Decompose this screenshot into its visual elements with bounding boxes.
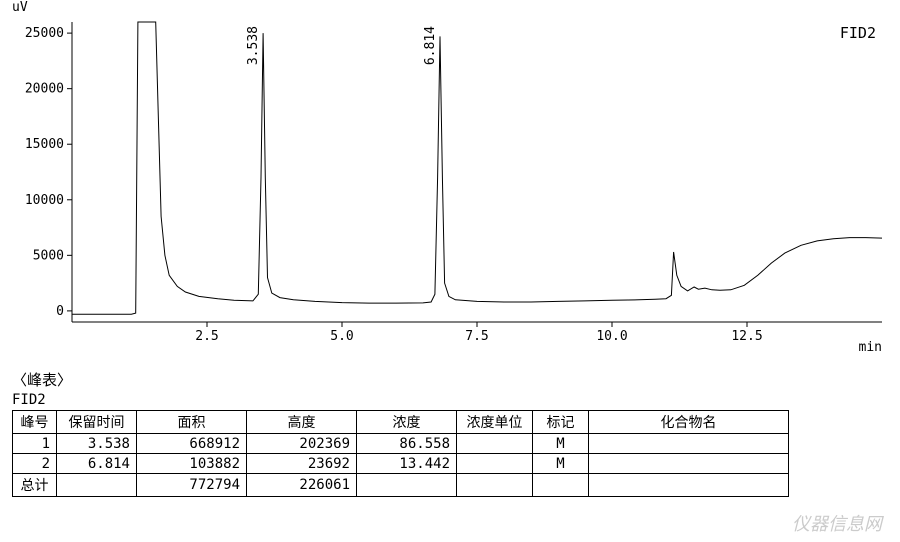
svg-text:12.5: 12.5: [731, 329, 762, 344]
x-axis-unit: min: [859, 340, 882, 355]
detector-label: FID2: [840, 24, 876, 42]
column-header: 标记: [533, 411, 589, 434]
table-row: 13.53866891220236986.558M: [13, 434, 789, 454]
svg-text:25000: 25000: [25, 26, 64, 41]
svg-text:0: 0: [56, 304, 64, 319]
y-axis-unit: uV: [12, 0, 28, 15]
chromatogram-chart: uV 05000100001500020000250002.55.07.510.…: [12, 4, 888, 359]
table-total-row: 总计772794226061: [13, 474, 789, 497]
column-header: 化合物名: [589, 411, 789, 434]
svg-text:15000: 15000: [25, 137, 64, 152]
peak-table: 峰号保留时间面积高度浓度浓度单位标记化合物名13.538668912202369…: [12, 410, 789, 497]
column-header: 浓度: [357, 411, 457, 434]
svg-text:5000: 5000: [33, 248, 64, 263]
peak-label: 3.538: [246, 26, 261, 65]
peak-table-subtitle: FID2: [12, 392, 888, 408]
chart-canvas: 0 5000 10000 15000 20000 25000 2.5 5.0 7.5 10.0 12…: [12, 4, 888, 359]
svg-text:2.5: 2.5: [195, 329, 218, 344]
column-header: 浓度单位: [457, 411, 533, 434]
column-header: 保留时间: [57, 411, 137, 434]
peak-table-title: 〈峰表〉: [12, 369, 888, 390]
watermark: 仪器信息网: [792, 510, 882, 536]
peak-label: 6.814: [423, 26, 438, 65]
svg-text:10000: 10000: [25, 193, 64, 208]
svg-text:10.0: 10.0: [596, 329, 627, 344]
table-row: 26.8141038822369213.442M: [13, 454, 789, 474]
column-header: 峰号: [13, 411, 57, 434]
svg-text:20000: 20000: [25, 82, 64, 97]
column-header: 面积: [137, 411, 247, 434]
svg-text:5.0: 5.0: [330, 329, 353, 344]
column-header: 高度: [247, 411, 357, 434]
svg-text:7.5: 7.5: [465, 329, 488, 344]
